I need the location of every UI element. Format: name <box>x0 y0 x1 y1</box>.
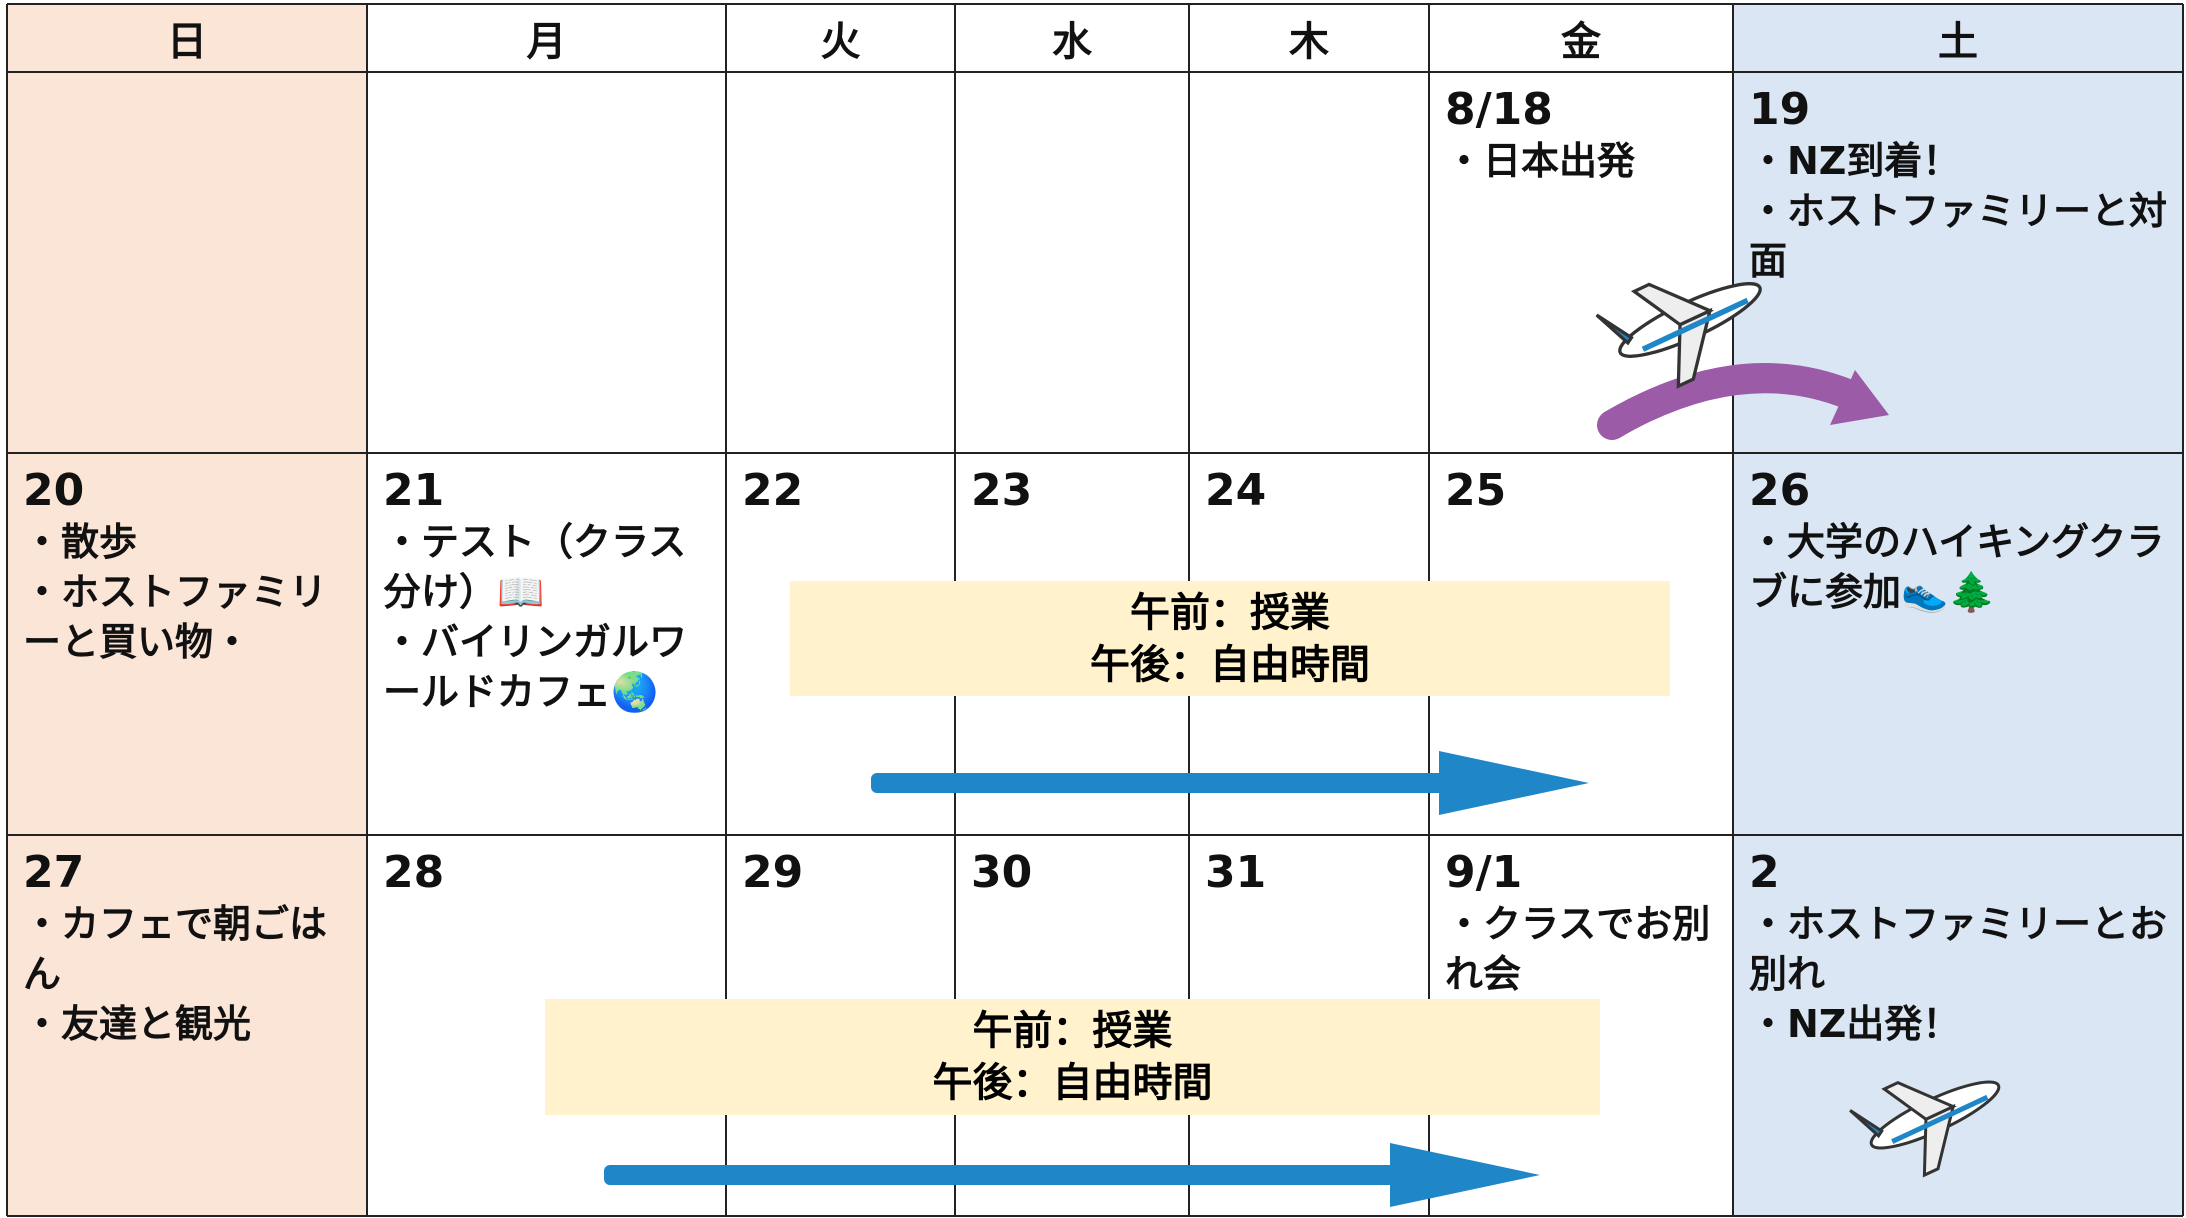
class-banner: 午前：授業午後：自由時間 <box>545 999 1600 1115</box>
date: 29 <box>742 847 804 898</box>
banner-line: 午前：授業 <box>1130 589 1330 636</box>
day-cell <box>1189 72 1429 453</box>
event: ・日本出発 <box>1445 139 1636 183</box>
banner-line: 午前：授業 <box>972 1008 1173 1054</box>
event: ・NZ出発！ <box>1749 1002 1961 1046</box>
day-header: 月 <box>367 4 726 72</box>
day-cell <box>955 72 1189 453</box>
event: ・バイリンガルワールドカフェ🌏 <box>383 620 688 714</box>
day-cell: 20 ・散歩・ホストファミリーと買い物・ <box>7 453 367 835</box>
day-cell: 22 <box>726 453 955 835</box>
date: 23 <box>971 465 1033 516</box>
day-header: 水 <box>955 4 1189 72</box>
day-header: 火 <box>726 4 955 72</box>
day-cell <box>367 72 726 453</box>
day-cell: 2 ・ホストファミリーとお別れ・NZ出発！ <box>1733 835 2183 1216</box>
date: 28 <box>383 847 445 898</box>
date: 21 <box>383 465 445 516</box>
date: 26 <box>1749 465 1811 516</box>
date: 25 <box>1445 465 1507 516</box>
day-cell <box>726 72 955 453</box>
event: ・散歩 <box>23 520 138 564</box>
day-cell: 27 ・カフェで朝ごはん・友達と観光 <box>7 835 367 1216</box>
event: ・NZ到着！ <box>1749 139 1961 183</box>
date: 27 <box>23 847 85 898</box>
event: ・ホストファミリーと買い物・ <box>23 570 328 664</box>
banner-line: 午後：自由時間 <box>932 1060 1213 1106</box>
day-cell <box>7 72 367 453</box>
date: 31 <box>1205 847 1267 898</box>
day-header: 土 <box>1733 4 2183 72</box>
date: 9/1 <box>1445 847 1523 898</box>
banner-line: 午後：自由時間 <box>1090 641 1370 688</box>
event: ・カフェで朝ごはん <box>23 902 328 996</box>
date: 24 <box>1205 465 1267 516</box>
event: ・大学のハイキングクラブに参加👟🌲 <box>1749 520 2165 614</box>
date: 19 <box>1749 84 1811 135</box>
event: ・クラスでお別れ会 <box>1445 902 1711 996</box>
date: 22 <box>742 465 804 516</box>
day-cell: 21 ・テスト（クラス分け）📖 ・バイリンガルワールドカフェ🌏 <box>367 453 726 835</box>
event: ・テスト（クラス分け）📖 <box>383 520 687 614</box>
day-header: 木 <box>1189 4 1429 72</box>
date: 8/18 <box>1445 84 1553 135</box>
day-cell: 26 ・大学のハイキングクラブに参加👟🌲 <box>1733 453 2183 835</box>
class-banner: 午前：授業午後：自由時間 <box>790 581 1670 696</box>
date: 20 <box>23 465 85 516</box>
event: ・ホストファミリーと対面 <box>1749 189 2168 283</box>
event: ・ホストファミリーとお別れ <box>1749 902 2168 996</box>
event: ・友達と観光 <box>23 1002 252 1046</box>
date: 2 <box>1749 847 1780 898</box>
day-header: 日 <box>7 4 367 72</box>
date: 30 <box>971 847 1033 898</box>
day-header: 金 <box>1429 4 1733 72</box>
